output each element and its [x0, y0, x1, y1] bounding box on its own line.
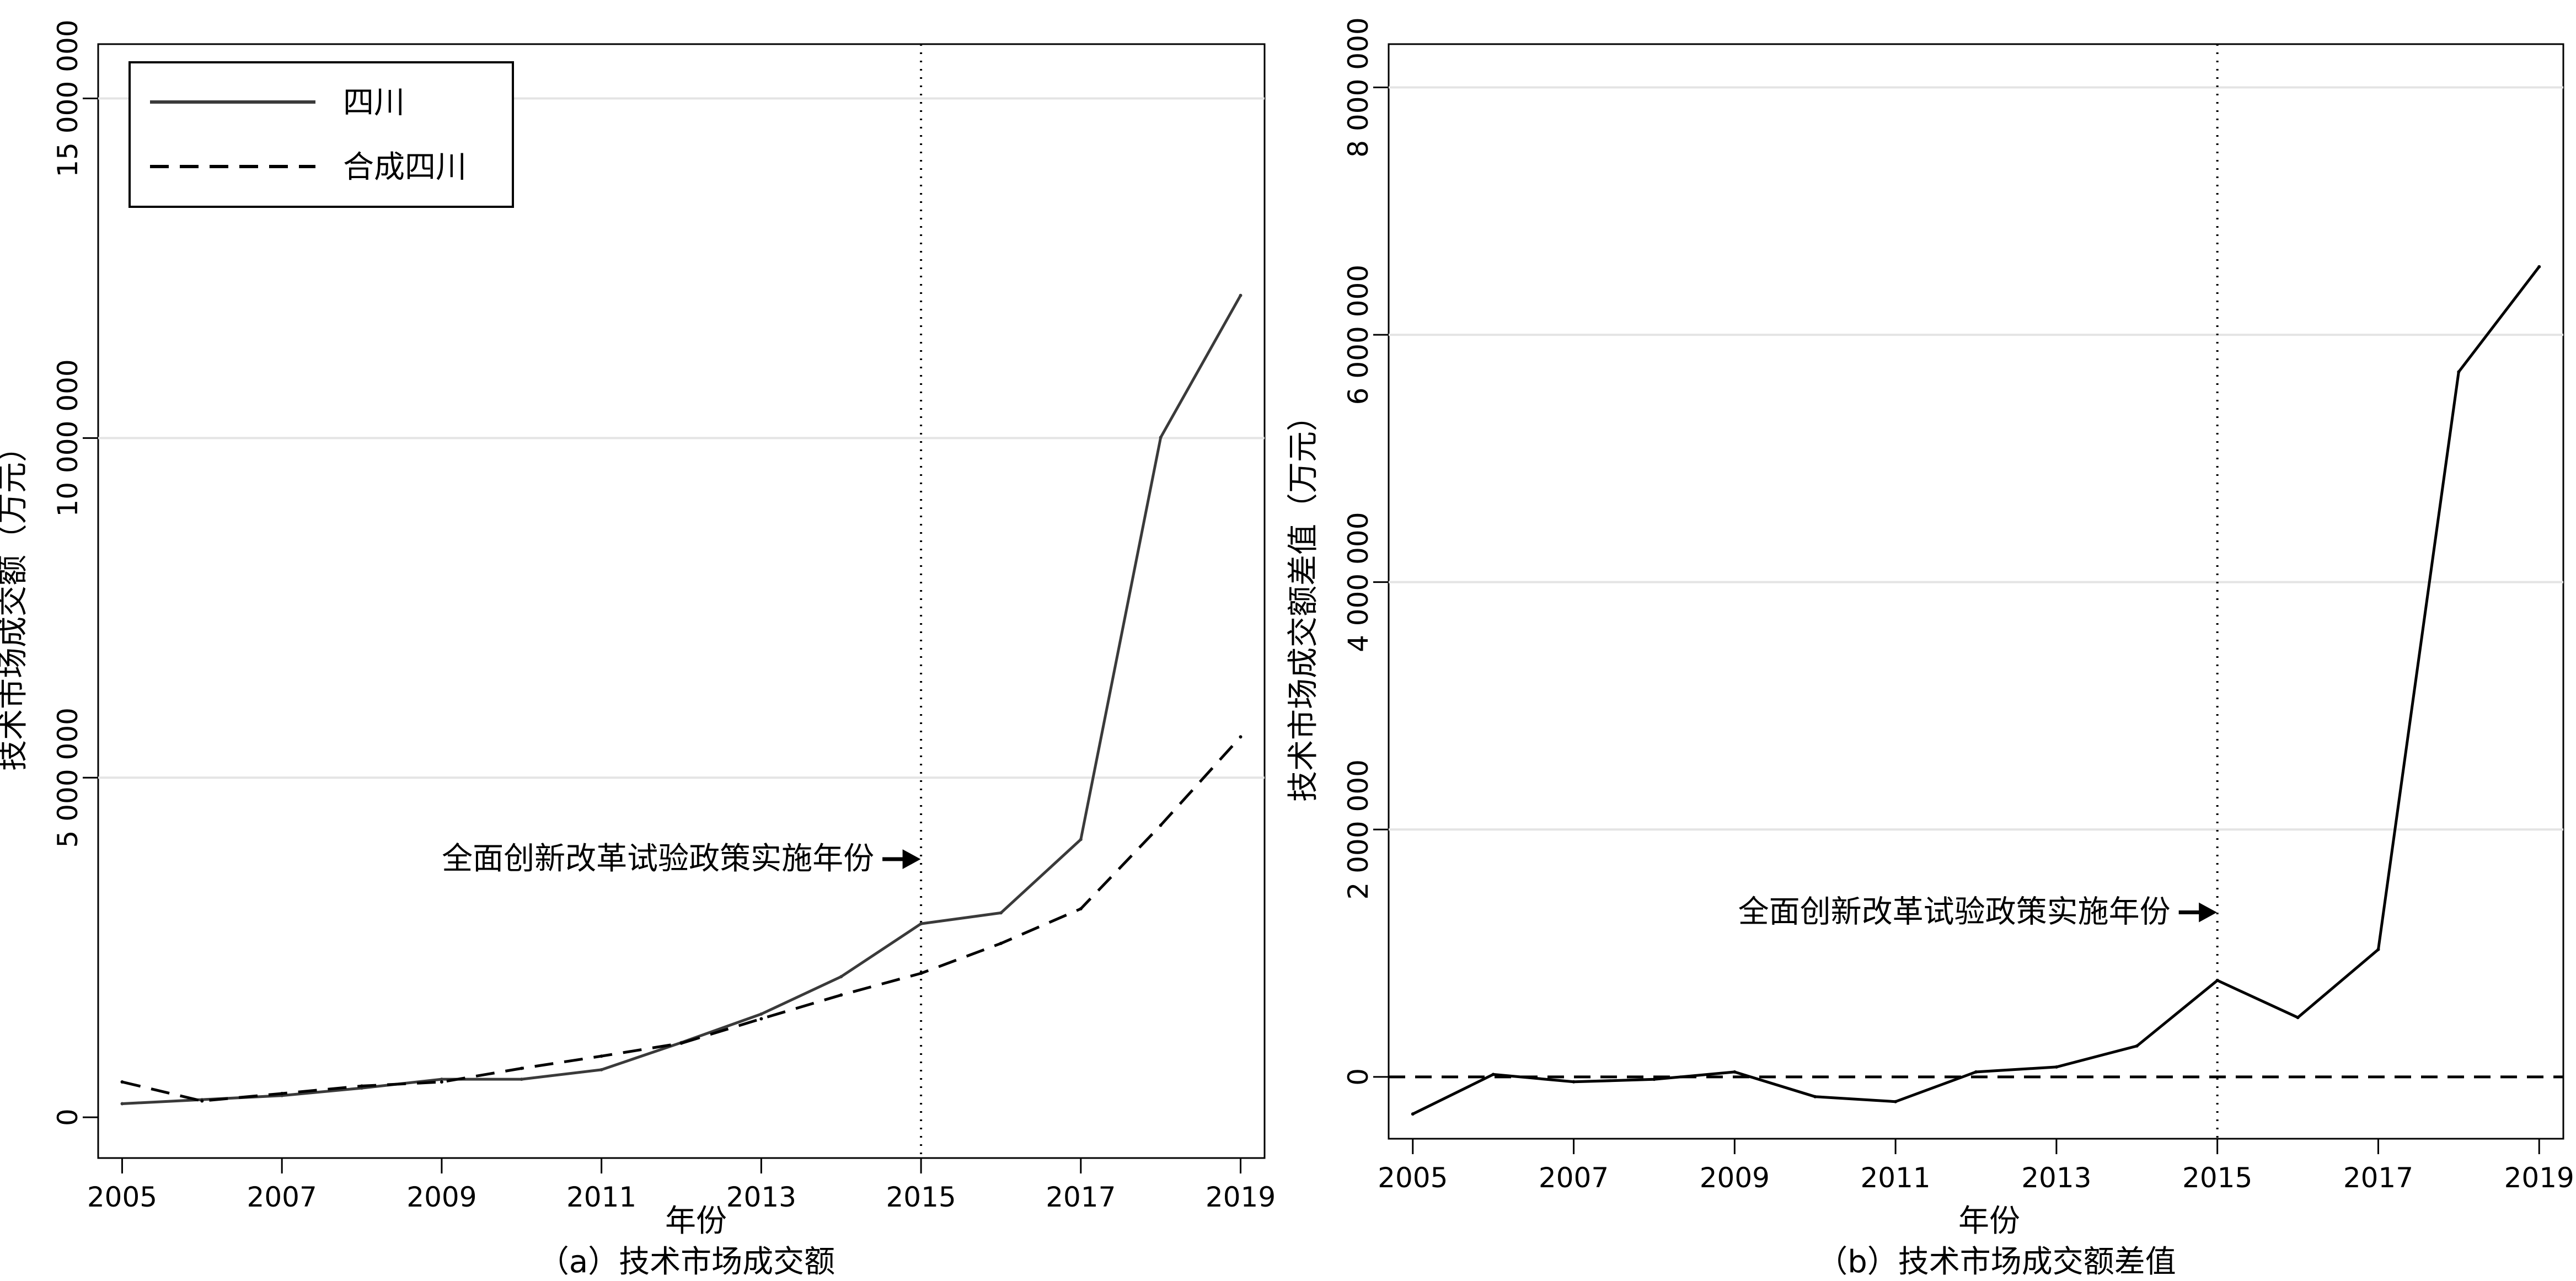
legend-box	[128, 61, 514, 208]
panel-b-x-axis: 2005 2007 2009 2011 2013 2015 2017 2019	[1378, 1139, 2574, 1194]
data-point-2-2011	[599, 1054, 603, 1058]
y-tick-label: 15 000 000	[52, 19, 84, 177]
data-point-1-2014	[2135, 1044, 2139, 1048]
x-tick-label: 2007	[1539, 1162, 1609, 1194]
x-tick-label: 2015	[2182, 1162, 2252, 1194]
data-point-1-2005	[120, 1102, 124, 1106]
data-point-1-2009	[1733, 1070, 1737, 1074]
x-tick-label: 2017	[1046, 1181, 1116, 1213]
data-point-2-2012	[679, 1041, 683, 1045]
panel-a-y-axis-title: 技术市场成交额（万元）	[0, 431, 31, 771]
data-point-2-2015	[919, 972, 923, 975]
data-point-1-2017	[1079, 838, 1083, 842]
x-tick-label: 2017	[2343, 1162, 2413, 1194]
data-point-2-2019	[1239, 735, 1243, 739]
x-tick-label: 2011	[1860, 1162, 1930, 1194]
data-point-1-2015	[2215, 978, 2219, 982]
data-point-1-2008	[1652, 1078, 1656, 1081]
data-point-1-2011	[599, 1068, 603, 1071]
x-tick-label: 2005	[87, 1181, 157, 1213]
series-line-1	[122, 294, 1242, 1105]
data-point-1-2010	[1813, 1095, 1817, 1098]
panel-a-x-axis: 2005 2007 2009 2011 2013 2015 2017 2019	[87, 1158, 1276, 1213]
panel-b-caption: （b）技术市场成交额差值	[1817, 1244, 2176, 1280]
data-point-2-2013	[759, 1017, 763, 1021]
y-tick-label: 6 000 000	[1342, 265, 1374, 405]
y-tick-label: 8 000 000	[1342, 17, 1374, 157]
x-tick-label: 2009	[406, 1181, 476, 1213]
data-point-1-2013	[759, 1012, 763, 1016]
data-point-1-2016	[999, 911, 1003, 915]
y-tick-label: 10 000 000	[52, 359, 84, 517]
panel-a-caption: （a）技术市场成交额	[538, 1244, 835, 1280]
panel-a-annotation: 全面创新改革试验政策实施年份	[442, 841, 921, 877]
panel-b-y-axis-title: 技术市场成交额差值（万元）	[1286, 400, 1321, 802]
data-point-2-2006	[200, 1099, 204, 1103]
y-tick-label: 2 000 000	[1342, 759, 1374, 899]
data-point-2-2007	[280, 1092, 284, 1095]
panel-a-annotation-text: 全面创新改革试验政策实施年份	[442, 841, 874, 877]
series-line-1	[1412, 266, 2541, 1116]
data-point-1-2005	[1411, 1112, 1415, 1116]
x-tick-label: 2013	[726, 1181, 796, 1213]
y-tick-label: 0	[52, 1108, 84, 1126]
panel-b-y-axis: 0 2 000 000 4 000 000 6 000 000 8 000 000	[1342, 17, 1389, 1086]
data-point-1-2015	[919, 922, 923, 926]
x-tick-label: 2019	[1206, 1181, 1276, 1213]
data-point-2-2008	[360, 1084, 363, 1088]
x-tick-label: 2015	[886, 1181, 956, 1213]
panel-b-annotation: 全面创新改革试验政策实施年份	[1738, 894, 2217, 930]
y-tick-label: 4 000 000	[1342, 512, 1374, 652]
data-point-1-2018	[1159, 436, 1163, 439]
data-point-1-2011	[1894, 1100, 1898, 1103]
data-point-1-2018	[2457, 370, 2461, 374]
data-point-1-2010	[520, 1078, 523, 1081]
data-point-2-2010	[520, 1066, 523, 1070]
panel-a-x-axis-title: 年份	[665, 1203, 727, 1239]
data-point-1-2006	[1491, 1073, 1495, 1076]
x-tick-label: 2009	[1700, 1162, 1770, 1194]
data-point-2-2005	[120, 1080, 124, 1084]
panel-b-technology-market-turnover-gap: 2005 2007 2009 2011 2013 2015 2017 2019 0 2 000 …	[1286, 17, 2574, 1280]
panel-b-annotation-text: 全面创新改革试验政策实施年份	[1738, 894, 2171, 930]
panel-b-plot-frame	[1388, 43, 2564, 1140]
panel-a-plot-frame	[97, 43, 1266, 1159]
data-point-2-2009	[440, 1080, 443, 1084]
x-tick-label: 2005	[1378, 1162, 1448, 1194]
x-tick-label: 2019	[2504, 1162, 2574, 1194]
legend-label-synthetic-sichuan: 合成四川	[343, 149, 467, 185]
data-point-1-2019	[2537, 265, 2541, 269]
data-point-1-2012	[1974, 1070, 1978, 1074]
panel-a-y-axis: 0 5 000 000 10 000 000 15 000 000	[52, 19, 98, 1126]
panel-b-gridlines	[1389, 86, 2563, 831]
data-point-1-2007	[1572, 1080, 1576, 1084]
data-point-2-2014	[839, 993, 843, 997]
x-tick-label: 2011	[566, 1181, 636, 1213]
panel-b-series-lines	[1411, 265, 2541, 1116]
data-point-2-2018	[1159, 823, 1163, 827]
series-line-2	[121, 736, 1242, 1102]
data-point-1-2019	[1239, 293, 1243, 297]
data-point-1-2014	[839, 975, 843, 979]
panel-a-annotation-arrow-icon	[882, 849, 921, 869]
panel-a-technology-market-turnover: 2005 2007 2009 2011 2013 2015 2017 2019 0 5 000 …	[0, 19, 1276, 1280]
data-point-1-2013	[2054, 1065, 2058, 1069]
panel-a-legend: 四川 合成四川	[128, 61, 514, 208]
x-tick-label: 2007	[247, 1181, 317, 1213]
data-point-2-2017	[1079, 907, 1083, 910]
data-point-1-2017	[2376, 947, 2380, 951]
y-tick-label: 0	[1342, 1068, 1374, 1086]
panel-a-series-lines	[120, 293, 1243, 1106]
y-tick-label: 5 000 000	[52, 708, 84, 848]
x-tick-label: 2013	[2021, 1162, 2091, 1194]
data-point-1-2016	[2296, 1016, 2300, 1020]
legend-label-sichuan: 四川	[343, 85, 405, 121]
panel-b-x-axis-title: 年份	[1958, 1203, 2020, 1239]
data-point-2-2016	[999, 941, 1003, 945]
data-point-1-2009	[440, 1078, 443, 1081]
panel-b-annotation-arrow-icon	[2178, 902, 2217, 923]
